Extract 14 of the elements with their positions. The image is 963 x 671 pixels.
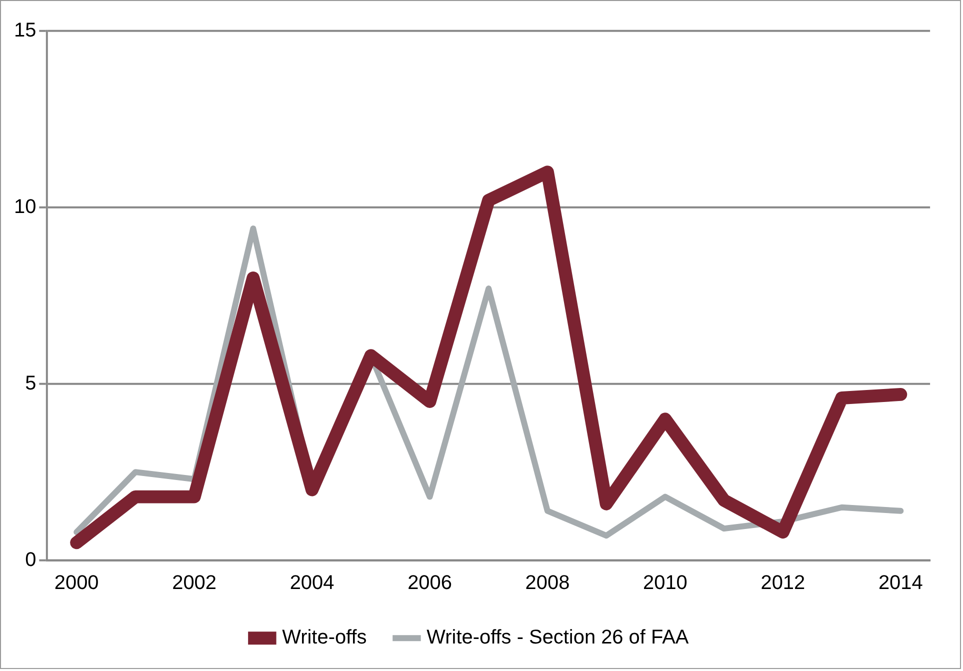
x-tick-label: 2008 xyxy=(525,572,570,594)
x-tick-label: 2002 xyxy=(172,572,216,594)
y-tick-label: 0 xyxy=(25,548,36,571)
x-tick-label: 2006 xyxy=(408,572,452,594)
legend-label: Write-offs - Section 26 of FAA xyxy=(426,626,690,649)
x-tick-label: 2004 xyxy=(290,572,334,594)
legend-label: Write-offs xyxy=(282,626,367,649)
x-tick-label: 2012 xyxy=(760,572,806,594)
x-tick-label: 2010 xyxy=(643,572,688,594)
y-tick-label: 10 xyxy=(14,196,36,218)
x-tick-label: 2000 xyxy=(54,572,99,594)
x-tick-label: 2014 xyxy=(878,572,923,594)
y-tick-label: 5 xyxy=(25,372,36,394)
y-tick-label: 15 xyxy=(14,19,36,42)
